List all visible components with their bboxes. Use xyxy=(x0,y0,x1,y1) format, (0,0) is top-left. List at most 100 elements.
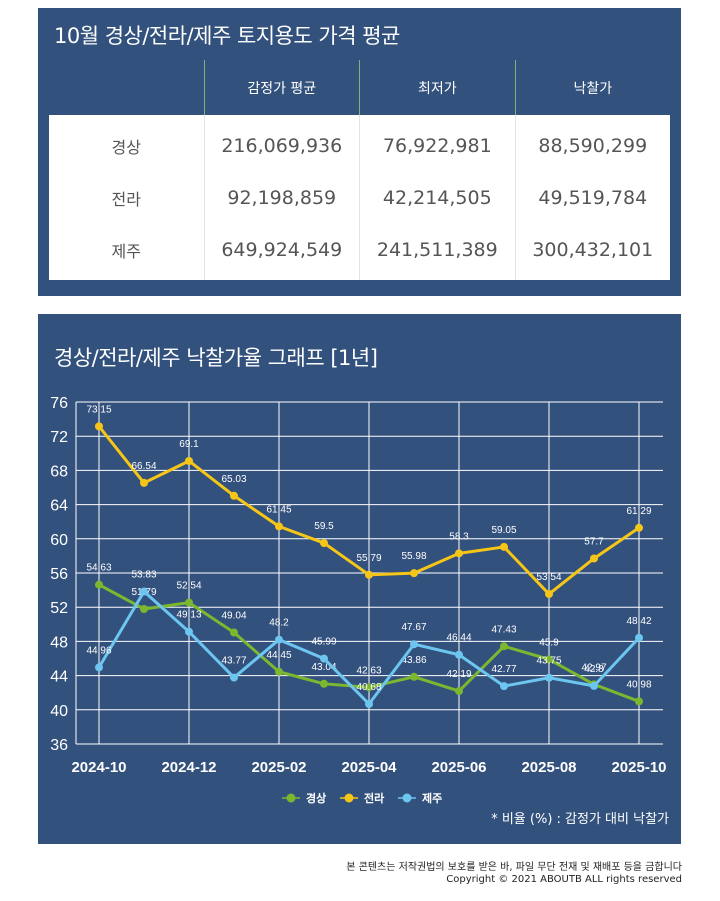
data-label: 52.54 xyxy=(176,581,201,592)
data-point xyxy=(410,640,418,649)
cell-min-price: 241,511,389 xyxy=(359,225,516,280)
data-label: 61.45 xyxy=(266,504,291,515)
data-label: 54.63 xyxy=(86,563,111,574)
y-tick-label: 64 xyxy=(50,498,68,515)
data-point xyxy=(275,667,283,676)
data-label: 49.13 xyxy=(176,610,201,621)
data-point xyxy=(95,580,103,589)
data-point xyxy=(185,627,193,636)
x-tick-label: 2025-04 xyxy=(341,759,397,776)
y-tick-label: 48 xyxy=(50,634,68,651)
data-label: 66.54 xyxy=(131,461,156,472)
data-point xyxy=(140,478,148,487)
data-point xyxy=(230,491,238,500)
y-tick-label: 40 xyxy=(50,703,68,720)
data-label: 48.2 xyxy=(269,618,289,629)
header-appraisal-avg: 감정가 평균 xyxy=(203,60,360,115)
data-point xyxy=(455,650,463,659)
data-label: 46.44 xyxy=(446,633,471,644)
data-point xyxy=(590,554,598,563)
y-tick-label: 60 xyxy=(50,532,68,549)
data-label: 44.45 xyxy=(266,650,291,661)
y-tick-label: 56 xyxy=(50,566,68,583)
data-label: 42.77 xyxy=(491,664,516,675)
data-point xyxy=(275,522,283,531)
data-point xyxy=(455,549,463,558)
cell-winning-bid: 49,519,784 xyxy=(514,170,670,225)
data-point xyxy=(455,687,463,696)
data-label: 57.7 xyxy=(584,536,604,547)
data-point xyxy=(500,642,508,651)
cell-appraisal-avg: 216,069,936 xyxy=(203,115,360,170)
data-label: 53.54 xyxy=(536,572,561,583)
x-tick-label: 2025-08 xyxy=(521,759,576,776)
data-point xyxy=(410,569,418,578)
price-summary-panel: 10월 경상/전라/제주 토지용도 가격 평균 감정가 평균 최저가 낙찰가 경… xyxy=(38,8,681,296)
cell-winning-bid: 88,590,299 xyxy=(514,115,670,170)
x-tick-label: 2025-02 xyxy=(251,759,306,776)
data-label: 42.8 xyxy=(584,664,604,675)
y-tick-label: 44 xyxy=(50,669,68,686)
y-tick-label: 76 xyxy=(50,395,68,412)
copyright-notice: 본 콘텐츠는 저작권법의 보호를 받은 바, 파일 무단 전재 및 재배포 등을… xyxy=(346,862,682,873)
cell-appraisal-avg: 92,198,859 xyxy=(203,170,360,225)
legend-marker xyxy=(402,793,412,803)
data-point xyxy=(635,633,643,642)
data-point xyxy=(635,697,643,706)
data-label: 73.15 xyxy=(86,404,111,415)
data-label: 59.05 xyxy=(491,525,516,536)
data-label: 43.04 xyxy=(311,662,336,673)
data-point xyxy=(320,679,328,688)
data-label: 44.96 xyxy=(86,645,111,656)
data-point xyxy=(185,598,193,607)
chart-panel: 경상/전라/제주 낙찰가율 그래프 [1년] 36 40 44 48 52 56 60 64 6… xyxy=(38,314,681,844)
data-label: 47.43 xyxy=(491,624,516,635)
data-label: 43.77 xyxy=(221,656,246,667)
row-region: 전라 xyxy=(49,170,204,225)
row-region: 제주 xyxy=(49,225,204,280)
cell-winning-bid: 300,432,101 xyxy=(514,225,670,280)
data-label: 42.63 xyxy=(356,665,381,676)
data-label: 49.04 xyxy=(221,611,246,622)
data-point xyxy=(320,539,328,548)
data-label: 53.83 xyxy=(131,570,156,581)
row-region: 경상 xyxy=(49,115,204,170)
header-empty xyxy=(49,60,204,115)
data-label: 45.99 xyxy=(311,637,336,648)
x-tick-label: 2024-12 xyxy=(161,759,216,776)
chart-footnote: * 비율 (%) : 감정가 대비 낙찰가 xyxy=(491,812,669,827)
data-label: 47.67 xyxy=(401,622,426,633)
data-point xyxy=(410,672,418,681)
table-row: 제주 649,924,549 241,511,389 300,432,101 xyxy=(49,225,670,280)
data-label: 61.29 xyxy=(626,506,651,517)
table-header-row: 감정가 평균 최저가 낙찰가 xyxy=(49,60,670,115)
data-label: 59.5 xyxy=(314,521,334,532)
price-table-title: 10월 경상/전라/제주 토지용도 가격 평균 xyxy=(54,24,400,48)
legend-marker xyxy=(286,793,296,803)
chart-title: 경상/전라/제주 낙찰가율 그래프 [1년] xyxy=(54,346,378,370)
data-point xyxy=(365,699,373,708)
data-point xyxy=(500,682,508,691)
data-point xyxy=(230,628,238,637)
y-tick-label: 52 xyxy=(50,600,68,617)
y-tick-label: 68 xyxy=(50,463,68,480)
header-winning-bid: 낙찰가 xyxy=(514,60,670,115)
data-point xyxy=(365,683,373,692)
data-label: 42.19 xyxy=(446,669,471,680)
price-table: 감정가 평균 최저가 낙찰가 경상 216,069,936 76,922,981… xyxy=(49,60,670,280)
data-label: 48.42 xyxy=(626,616,651,627)
legend-label: 경상 xyxy=(306,791,326,805)
data-point xyxy=(320,654,328,663)
data-label: 43.75 xyxy=(536,656,561,667)
data-label: 69.1 xyxy=(179,439,199,450)
data-point xyxy=(500,542,508,551)
data-point xyxy=(590,681,598,690)
data-point xyxy=(140,604,148,613)
cell-min-price: 42,214,505 xyxy=(359,170,516,225)
data-point xyxy=(95,422,103,431)
data-point xyxy=(140,587,148,596)
table-row: 경상 216,069,936 76,922,981 88,590,299 xyxy=(49,115,670,170)
data-label: 43.86 xyxy=(401,655,426,666)
cell-min-price: 76,922,981 xyxy=(359,115,516,170)
data-point xyxy=(545,673,553,682)
